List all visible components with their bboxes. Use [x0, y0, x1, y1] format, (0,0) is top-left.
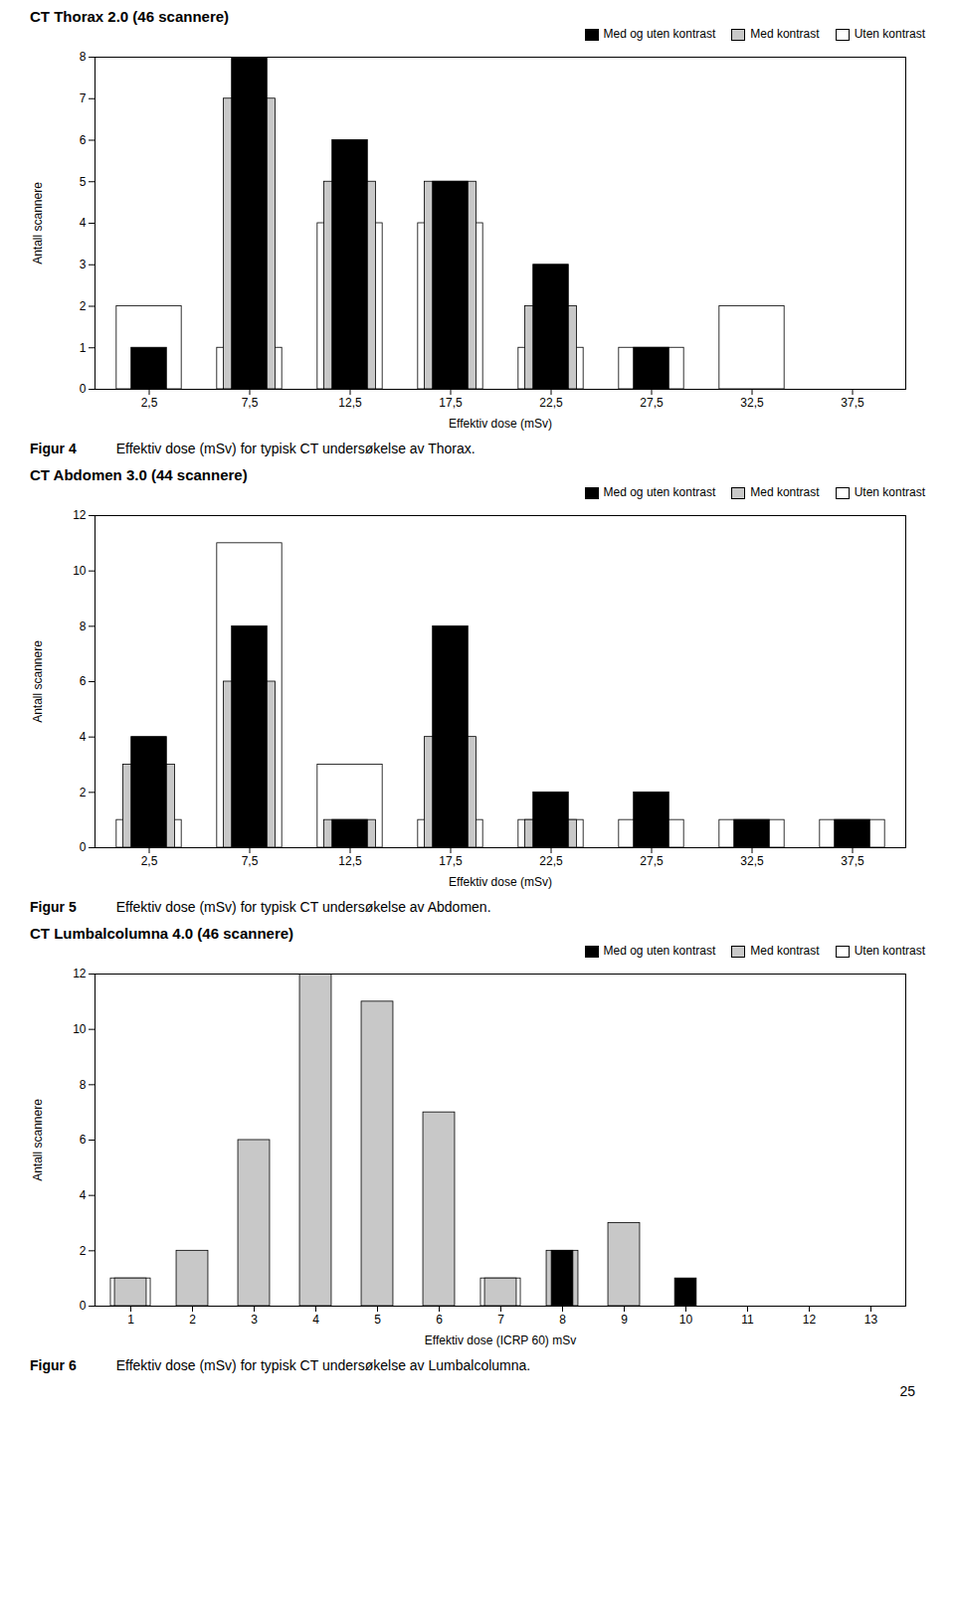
svg-text:9: 9: [620, 1313, 628, 1328]
svg-text:4: 4: [79, 215, 87, 230]
svg-text:1: 1: [127, 1313, 135, 1328]
svg-text:4: 4: [79, 1188, 87, 1203]
html-text:Uten kontrast: Uten kontrast: [854, 944, 926, 958]
svg-text:Antall scannere: Antall scannere: [30, 182, 45, 265]
svg-text:0: 0: [79, 382, 87, 396]
svg-text:10: 10: [72, 564, 87, 578]
html-text:Med og uten kontrast: Med og uten kontrast: [603, 485, 716, 500]
svg-text:2,5: 2,5: [141, 854, 159, 869]
html-text:Figur 4: Figur 4: [29, 440, 77, 457]
svg-text:37,5: 37,5: [840, 854, 865, 869]
html-text:25: 25: [899, 1383, 916, 1400]
svg-text:4: 4: [312, 1313, 320, 1328]
svg-text:27,5: 27,5: [639, 395, 664, 410]
svg-text:12,5: 12,5: [338, 395, 363, 410]
svg-text:13: 13: [864, 1313, 879, 1328]
html-text:Effektiv dose (mSv) for typisk: Effektiv dose (mSv) for typisk CT unders…: [116, 440, 476, 457]
svg-text:7: 7: [497, 1313, 505, 1328]
html-text:Effektiv dose (mSv) for typisk: Effektiv dose (mSv) for typisk CT unders…: [116, 1357, 531, 1374]
svg-text:12: 12: [802, 1313, 817, 1328]
svg-text:17,5: 17,5: [438, 395, 463, 410]
html-text:Figur 6: Figur 6: [29, 1357, 77, 1374]
svg-text:22,5: 22,5: [539, 395, 564, 410]
svg-text:7: 7: [79, 91, 87, 106]
svg-text:3: 3: [79, 257, 87, 272]
svg-text:12,5: 12,5: [338, 854, 363, 869]
svg-text:7,5: 7,5: [241, 854, 259, 869]
svg-text:Effektiv dose (mSv): Effektiv dose (mSv): [448, 875, 553, 890]
svg-text:5: 5: [374, 1313, 382, 1328]
html-text:CT Thorax 2.0 (46 scannere): CT Thorax 2.0 (46 scannere): [29, 7, 229, 25]
html-text:Med kontrast: Med kontrast: [750, 26, 820, 41]
svg-text:7,5: 7,5: [241, 395, 259, 410]
svg-text:32,5: 32,5: [740, 395, 764, 410]
svg-text:32,5: 32,5: [740, 854, 764, 869]
svg-text:8: 8: [79, 1078, 87, 1093]
html-text:Med kontrast: Med kontrast: [750, 944, 820, 958]
html-text:Med og uten kontrast: Med og uten kontrast: [603, 944, 716, 958]
svg-text:3: 3: [250, 1313, 258, 1328]
svg-text:8: 8: [79, 619, 87, 634]
svg-text:1: 1: [79, 341, 87, 356]
html-text:Effektiv dose (mSv) for typisk: Effektiv dose (mSv) for typisk CT unders…: [116, 899, 491, 916]
svg-text:11: 11: [741, 1313, 755, 1328]
svg-text:Antall scannere: Antall scannere: [30, 640, 45, 724]
svg-text:2: 2: [189, 1313, 196, 1328]
svg-text:2: 2: [79, 299, 87, 314]
html-text:CT Lumbalcolumna 4.0 (46 scann: CT Lumbalcolumna 4.0 (46 scannere): [29, 925, 294, 943]
svg-text:6: 6: [79, 1133, 87, 1147]
svg-text:0: 0: [79, 1299, 87, 1314]
svg-text:22,5: 22,5: [539, 854, 564, 869]
svg-text:8: 8: [79, 49, 87, 64]
html-text:Med kontrast: Med kontrast: [750, 485, 820, 500]
svg-text:17,5: 17,5: [438, 854, 463, 869]
svg-text:4: 4: [79, 730, 87, 745]
svg-text:37,5: 37,5: [840, 395, 865, 410]
svg-text:Effektiv dose (mSv): Effektiv dose (mSv): [448, 416, 553, 431]
svg-text:12: 12: [72, 508, 87, 523]
svg-text:8: 8: [559, 1313, 567, 1328]
svg-text:12: 12: [72, 966, 87, 981]
svg-text:5: 5: [79, 175, 87, 190]
svg-text:0: 0: [79, 840, 87, 855]
svg-text:2: 2: [79, 1244, 87, 1259]
svg-text:27,5: 27,5: [639, 854, 664, 869]
html-text:CT Abdomen 3.0 (44 scannere): CT Abdomen 3.0 (44 scannere): [29, 466, 248, 484]
svg-text:6: 6: [79, 674, 87, 689]
html-text:Med og uten kontrast: Med og uten kontrast: [603, 26, 716, 41]
html-text:Figur 5: Figur 5: [29, 899, 77, 916]
svg-text:6: 6: [79, 133, 87, 148]
html-text:Uten kontrast: Uten kontrast: [854, 26, 926, 41]
svg-text:Antall scannere: Antall scannere: [30, 1099, 45, 1182]
svg-text:2: 2: [79, 785, 87, 800]
svg-text:10: 10: [72, 1022, 87, 1037]
svg-text:Effektiv dose (ICRP 60) mSv: Effektiv dose (ICRP 60) mSv: [424, 1334, 576, 1348]
svg-text:6: 6: [435, 1313, 443, 1328]
html-text:Uten kontrast: Uten kontrast: [854, 485, 926, 500]
svg-text:2,5: 2,5: [141, 395, 159, 410]
svg-text:10: 10: [679, 1313, 694, 1328]
